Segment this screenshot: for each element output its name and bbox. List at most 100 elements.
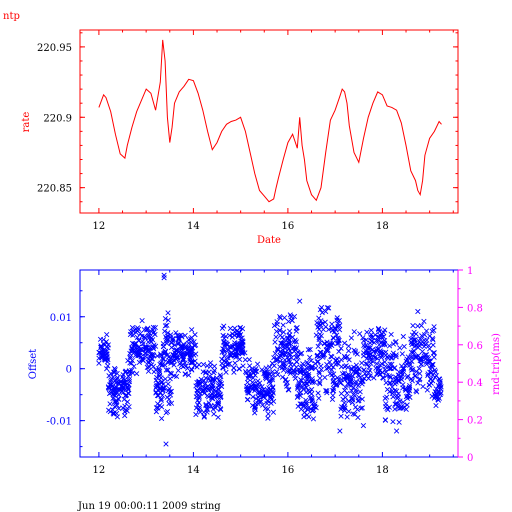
offset-point bbox=[219, 356, 225, 362]
offset-point bbox=[303, 400, 309, 406]
offset-point bbox=[284, 335, 291, 341]
offset-point bbox=[153, 409, 160, 415]
offset-point bbox=[167, 370, 173, 376]
offset-point bbox=[250, 375, 256, 381]
offset-point bbox=[245, 396, 251, 403]
offset-point bbox=[429, 335, 436, 342]
offset-point bbox=[253, 401, 259, 407]
offset-point bbox=[235, 351, 241, 357]
offset-point bbox=[193, 394, 199, 400]
offset-point bbox=[142, 335, 148, 341]
offset-point bbox=[206, 369, 212, 375]
offset-point bbox=[364, 361, 370, 367]
offset-point bbox=[322, 374, 328, 381]
offset-point bbox=[114, 375, 121, 381]
offset-point bbox=[165, 310, 171, 316]
offset-point bbox=[309, 386, 315, 393]
offset-point bbox=[301, 382, 308, 388]
offset-point bbox=[332, 326, 339, 332]
offset-point bbox=[408, 354, 414, 360]
offset-point bbox=[387, 361, 393, 367]
offset-point bbox=[285, 386, 291, 393]
offset-point bbox=[221, 349, 228, 355]
offset-point bbox=[364, 355, 370, 362]
offset-point bbox=[317, 381, 323, 387]
offset-point bbox=[398, 374, 404, 380]
offset-point bbox=[307, 354, 313, 361]
offset-point bbox=[291, 344, 298, 351]
offset-point bbox=[338, 413, 344, 419]
offset-point bbox=[273, 334, 279, 340]
offset-point bbox=[424, 387, 430, 393]
offset-point bbox=[314, 359, 320, 365]
offset-point bbox=[167, 389, 173, 395]
offset-point bbox=[182, 360, 188, 366]
offset-point bbox=[357, 389, 363, 395]
offset-point bbox=[127, 371, 133, 377]
offset-point bbox=[352, 411, 358, 417]
offset-point bbox=[107, 382, 113, 388]
offset-point bbox=[124, 399, 131, 405]
offset-point bbox=[236, 345, 243, 351]
offset-point bbox=[189, 360, 195, 366]
offset-point bbox=[383, 363, 389, 370]
offset-point bbox=[207, 373, 213, 379]
offset-point bbox=[418, 361, 424, 368]
offset-point bbox=[253, 396, 259, 402]
offset-point bbox=[171, 358, 177, 364]
offset-y-tick-label: 0 bbox=[66, 365, 72, 376]
offset-point bbox=[119, 388, 125, 394]
offset-axis-ticks: 12 14 16 18 -0.01 0 0.01 0 0.2 0.4 0.6 0.8 1 bbox=[46, 266, 483, 476]
offset-point bbox=[295, 349, 301, 355]
offset-point bbox=[153, 405, 160, 411]
offset-point bbox=[329, 396, 336, 403]
offset-point bbox=[215, 414, 221, 420]
offset-point bbox=[396, 419, 402, 425]
offset-point bbox=[161, 275, 167, 281]
offset-point bbox=[159, 392, 166, 398]
offset-point bbox=[338, 357, 344, 363]
offset-point bbox=[123, 407, 129, 413]
offset-point bbox=[433, 386, 439, 392]
offset-point bbox=[286, 340, 292, 346]
offset-point bbox=[144, 364, 150, 371]
offset-point bbox=[305, 347, 311, 353]
offset-point bbox=[272, 350, 278, 357]
offset-point bbox=[305, 407, 311, 413]
offset-point bbox=[307, 346, 313, 353]
offset-point bbox=[359, 405, 365, 411]
rate-y-tick-label: 220.9 bbox=[43, 113, 72, 124]
offset-point bbox=[427, 366, 434, 372]
offset-point bbox=[282, 357, 288, 363]
offset-point bbox=[423, 341, 429, 347]
offset-point bbox=[122, 403, 128, 409]
offset-point bbox=[352, 348, 358, 354]
offset-point bbox=[157, 361, 163, 367]
offset-point bbox=[246, 357, 252, 363]
offset-point bbox=[237, 325, 243, 331]
offset-point bbox=[217, 406, 223, 412]
offset-point bbox=[415, 308, 421, 315]
offset-point bbox=[150, 324, 156, 331]
offset-point bbox=[130, 348, 136, 354]
offset-point bbox=[376, 342, 382, 348]
offset-point bbox=[112, 378, 118, 384]
offset-point bbox=[211, 402, 218, 409]
offset-point bbox=[274, 369, 280, 375]
offset-point bbox=[309, 398, 315, 404]
offset-point bbox=[275, 372, 281, 378]
offset-point bbox=[317, 340, 323, 346]
offset-point bbox=[245, 386, 251, 392]
offset-point bbox=[368, 331, 374, 338]
offset-point bbox=[341, 340, 348, 346]
offset-point bbox=[114, 402, 120, 408]
offset-point bbox=[297, 367, 303, 374]
offset-point bbox=[240, 349, 246, 356]
offset-y-tick-label: 0.01 bbox=[50, 313, 72, 324]
offset-point bbox=[349, 396, 355, 402]
offset-point bbox=[378, 354, 385, 361]
offset-point bbox=[358, 405, 364, 411]
offset-point bbox=[227, 344, 234, 350]
offset-point bbox=[160, 356, 166, 363]
offset-point bbox=[390, 350, 396, 356]
